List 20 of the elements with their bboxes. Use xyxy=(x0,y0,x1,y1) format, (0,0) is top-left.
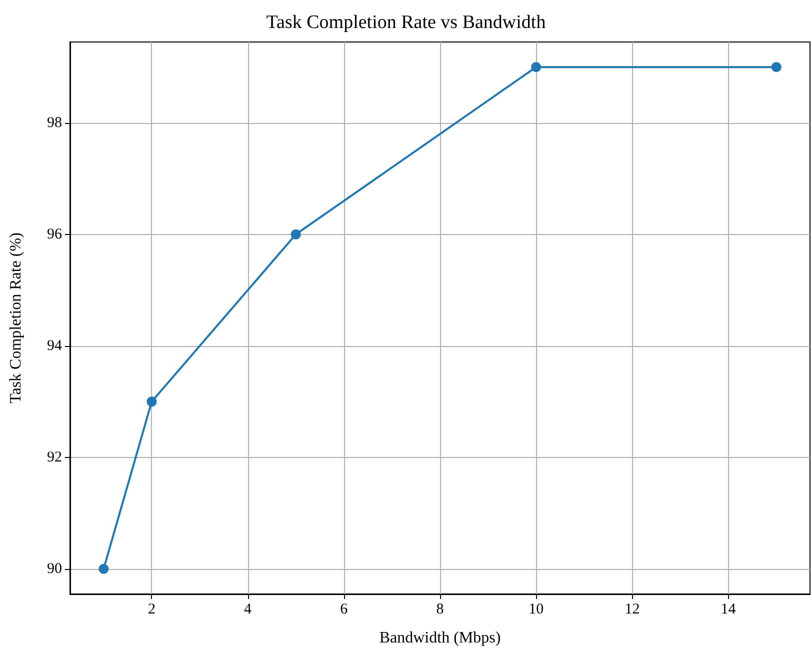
chart-title: Task Completion Rate vs Bandwidth xyxy=(266,12,546,33)
y-tick-label: 92 xyxy=(47,449,62,466)
x-tick-label: 12 xyxy=(624,602,640,618)
x-tick-label: 14 xyxy=(720,602,736,618)
x-tick-label: 8 xyxy=(436,602,444,618)
y-tick-label: 96 xyxy=(47,226,62,242)
y-tick-label: 98 xyxy=(47,114,62,131)
point xyxy=(146,396,157,407)
point xyxy=(98,564,109,574)
y-axis-title: Task Completion Rate (%) xyxy=(8,232,24,404)
x-tick-label: 6 xyxy=(340,602,348,618)
x-tick-label: 4 xyxy=(244,602,252,618)
point xyxy=(771,62,782,72)
point xyxy=(531,62,542,72)
point xyxy=(290,229,301,240)
x-tick-label: 10 xyxy=(528,602,544,618)
y-tick-label: 90 xyxy=(47,560,62,577)
x-axis-title: Bandwidth (Mbps) xyxy=(379,630,501,646)
y-tick-label: 94 xyxy=(47,338,62,354)
x-tick-label: 2 xyxy=(148,602,156,618)
